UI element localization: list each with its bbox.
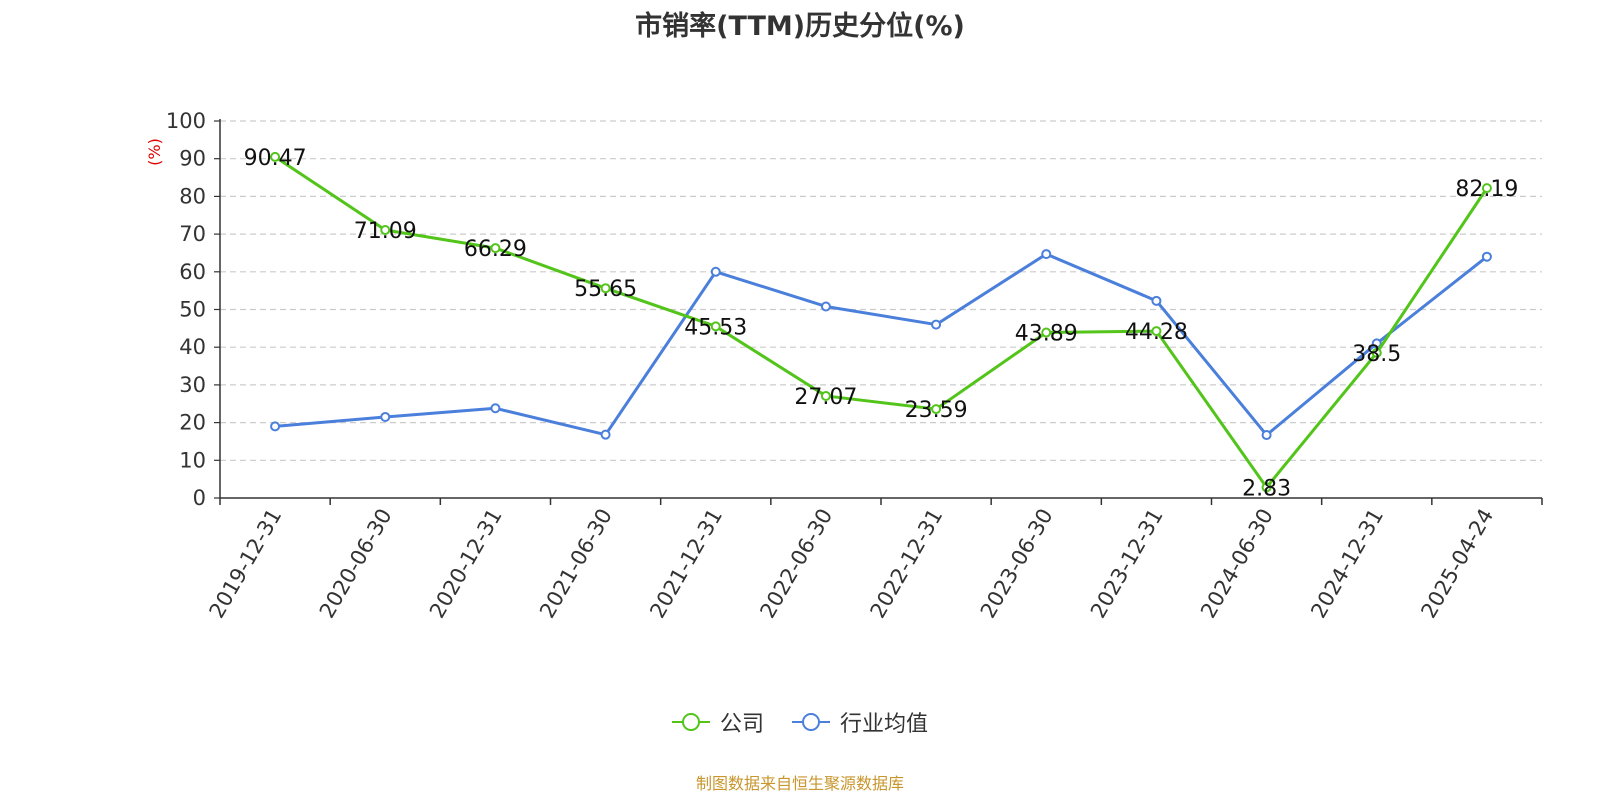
data-point-company <box>1151 326 1162 337</box>
y-tick-label: 90 <box>179 147 206 171</box>
data-point-industry-average <box>270 421 281 432</box>
data-label: 27.07 <box>794 385 857 410</box>
data-point-industry-average <box>380 411 391 422</box>
legend-company-swatch-icon <box>671 713 710 731</box>
y-tick-label: 50 <box>179 298 206 322</box>
x-tick-label: 2023-12-31 <box>1086 505 1168 623</box>
y-axis-label: (%) <box>145 138 164 166</box>
data-label: 55.65 <box>574 277 637 302</box>
legend-item-industry-average[interactable]: 行业均值 <box>792 706 928 738</box>
data-point-industry-average <box>931 319 942 330</box>
y-tick-label: 60 <box>179 260 206 284</box>
data-point-industry-average <box>600 429 611 440</box>
legend-industry-label: 行业均值 <box>840 712 929 737</box>
x-tick-label: 2024-06-30 <box>1196 505 1278 623</box>
data-point-company <box>490 243 501 254</box>
data-point-industry-average <box>820 301 831 312</box>
data-point-industry-average <box>1371 338 1382 349</box>
y-tick-label: 80 <box>179 184 206 208</box>
data-label: 71.09 <box>354 219 417 244</box>
x-tick-label: 2025-04-24 <box>1416 505 1498 623</box>
x-tick-label: 2022-12-31 <box>866 504 948 622</box>
y-tick-label: 10 <box>179 448 206 472</box>
y-tick-label: 40 <box>179 335 206 359</box>
x-tick-label: 2020-06-30 <box>315 505 397 623</box>
legend-company-label: 公司 <box>719 712 764 737</box>
data-label: 90.47 <box>244 146 307 171</box>
data-point-company <box>1041 327 1052 338</box>
data-point-industry-average <box>1481 251 1492 262</box>
data-label: 45.53 <box>684 315 747 340</box>
axes <box>214 119 1543 505</box>
data-point-industry-average <box>710 266 721 277</box>
data-point-company <box>820 390 831 401</box>
data-label: 23.59 <box>905 398 968 423</box>
legend: 公司 行业均值 <box>0 706 1600 738</box>
data-point-industry-average <box>490 403 501 414</box>
data-point-company <box>931 404 942 415</box>
series-line-company <box>274 155 1489 489</box>
legend-item-company[interactable]: 公司 <box>671 706 764 738</box>
data-point-industry-average <box>1041 249 1052 260</box>
x-tick-label: 2024-12-31 <box>1306 505 1388 623</box>
data-label: 38.5 <box>1352 342 1401 367</box>
y-tick-label: 30 <box>179 373 206 397</box>
data-point-company <box>600 283 611 294</box>
y-tick-label: 0 <box>193 486 206 510</box>
y-tick-labels: 0 10 20 30 40 50 60 70 80 90 100 <box>166 109 206 510</box>
data-label: 44.28 <box>1125 320 1188 345</box>
x-tick-label: 2022-06-30 <box>755 505 837 623</box>
data-point-company <box>1371 347 1382 358</box>
data-labels: 90.47 71.09 66.29 55.65 45.53 27.07 23.59 43.89… <box>244 146 1519 501</box>
source-note: 制图数据来自恒生聚源数据库 <box>695 774 904 793</box>
data-point-company <box>380 224 391 235</box>
data-point-company <box>710 321 721 332</box>
data-point-industry-average <box>1261 430 1272 441</box>
x-tick-label: 2021-06-30 <box>535 505 617 623</box>
data-label: 2.83 <box>1242 476 1291 501</box>
grid-lines <box>220 120 1542 461</box>
chart-title: 市销率(TTM)历史分位(%) <box>635 11 965 42</box>
data-point-company <box>270 151 281 162</box>
y-tick-label: 100 <box>166 109 206 133</box>
data-label: 66.29 <box>464 237 527 262</box>
y-tick-label: 20 <box>179 411 206 435</box>
data-point-company <box>1261 482 1272 493</box>
x-tick-label: 2023-06-30 <box>976 505 1058 623</box>
data-point-company <box>1481 183 1492 194</box>
data-label: 82.19 <box>1455 177 1518 202</box>
y-tick-label: 70 <box>179 222 206 246</box>
x-tick-labels: 2019-12-31 2020-06-30 2020-12-31 2021-06-30… <box>205 504 1499 622</box>
series <box>270 151 1492 493</box>
data-point-industry-average <box>1151 295 1162 306</box>
data-label: 43.89 <box>1015 322 1078 347</box>
x-tick-label: 2019-12-31 <box>205 505 287 623</box>
x-tick-label: 2020-12-31 <box>425 504 507 622</box>
series-line-industry-average <box>274 252 1488 437</box>
legend-industry-swatch-icon <box>792 713 830 731</box>
x-tick-label: 2021-12-31 <box>645 505 727 623</box>
